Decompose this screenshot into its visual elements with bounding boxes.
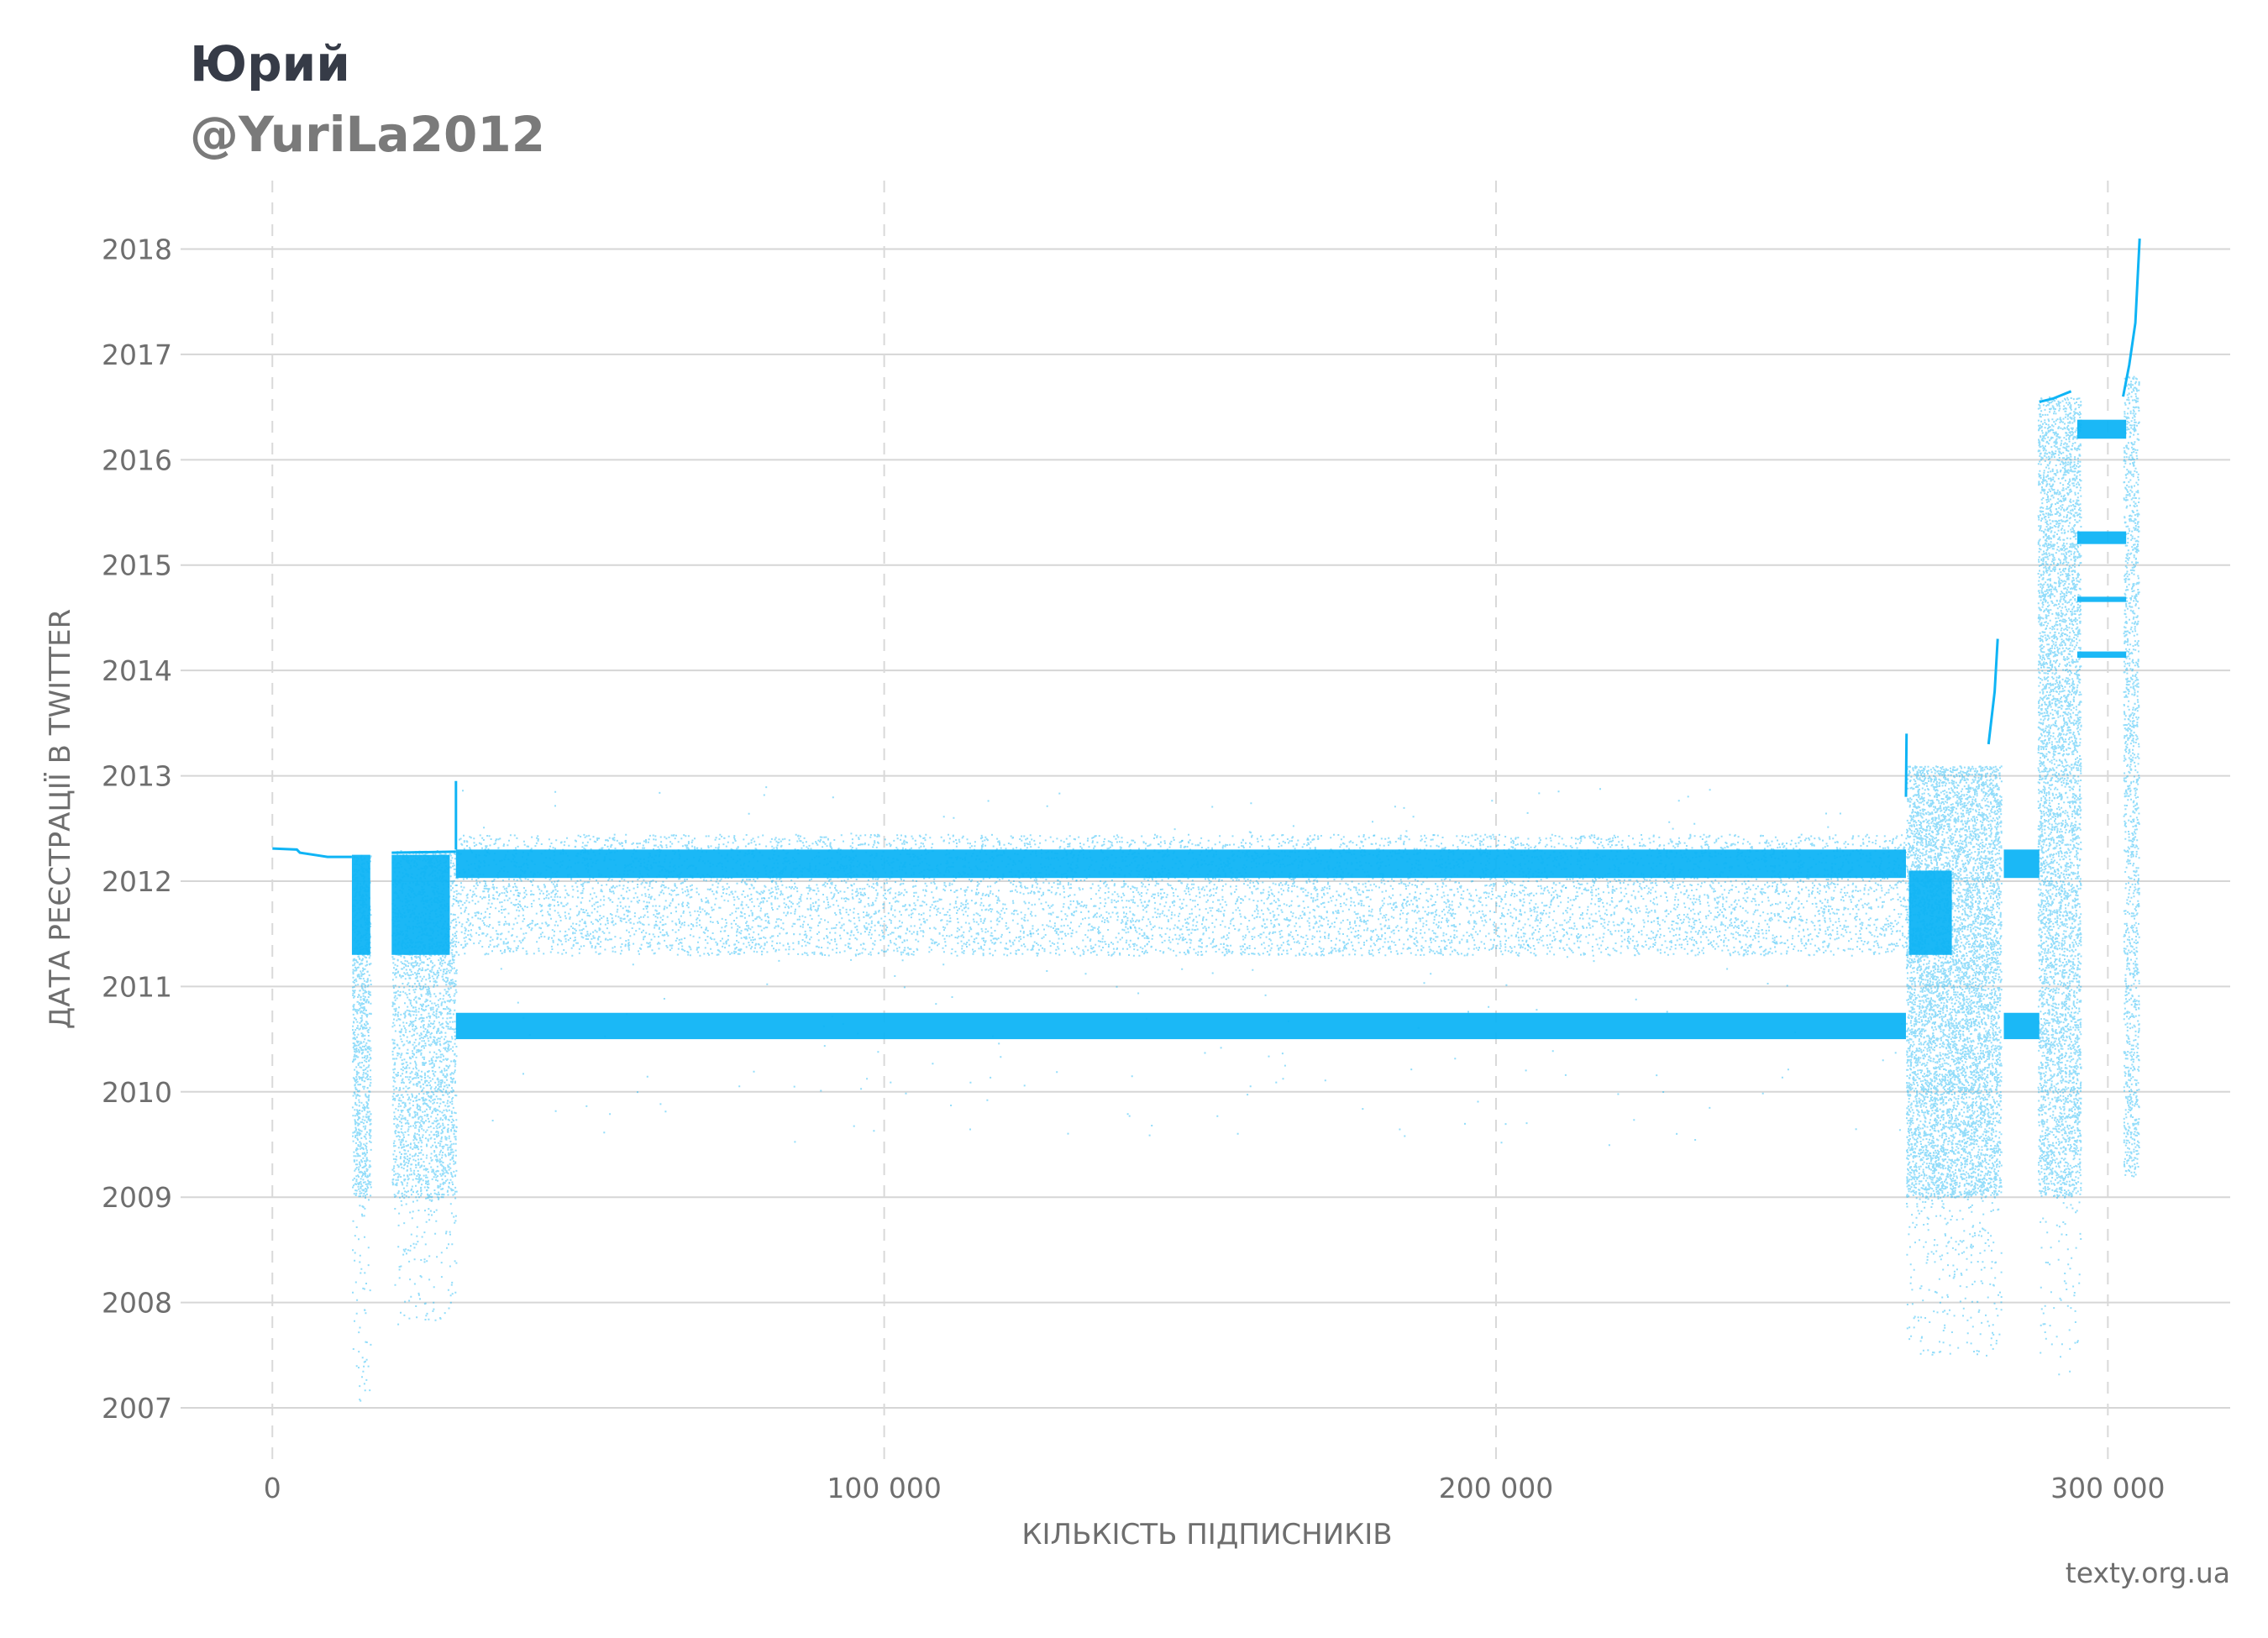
y-tick-label: 2011 bbox=[102, 970, 172, 1003]
dense-band bbox=[2076, 651, 2127, 659]
dense-band bbox=[2076, 419, 2127, 439]
series-curve bbox=[1987, 638, 1999, 745]
chart-title: Юрий bbox=[190, 35, 350, 92]
y-tick-labels: 2007 2008 2009 2010 2011 2012 2013 2014 2015 2016… bbox=[102, 234, 172, 1425]
x-tick-label: 200 000 bbox=[1439, 1472, 1553, 1504]
scatter-points bbox=[352, 1199, 372, 1402]
scatter-points bbox=[455, 833, 1908, 957]
series-curve bbox=[272, 847, 352, 858]
data-curves bbox=[272, 238, 2141, 858]
dense-band bbox=[391, 854, 450, 955]
y-axis-label: ДАТА РЕЄСТРАЦІЇ В TWITTER bbox=[44, 609, 77, 1030]
series-curve bbox=[1904, 733, 1908, 797]
series-curve bbox=[2122, 238, 2141, 397]
y-tick-label: 2015 bbox=[102, 549, 172, 582]
x-tick-label: 300 000 bbox=[2050, 1472, 2165, 1504]
y-tick-label: 2008 bbox=[102, 1287, 172, 1320]
chart-subtitle: @YuriLa2012 bbox=[190, 106, 546, 163]
series-curve bbox=[391, 850, 456, 854]
grid-lines bbox=[181, 181, 2230, 1466]
series-curve bbox=[2039, 390, 2072, 403]
y-tick-label: 2016 bbox=[102, 444, 172, 476]
scatter-points bbox=[1906, 765, 2003, 1200]
source-credit: texty.org.ua bbox=[2065, 1557, 2230, 1589]
y-tick-label: 2009 bbox=[102, 1181, 172, 1214]
dense-band bbox=[1908, 870, 1952, 955]
y-tick-label: 2018 bbox=[102, 234, 172, 266]
x-tick-label: 100 000 bbox=[827, 1472, 941, 1504]
x-tick-labels: 0 100 000 200 000 300 000 bbox=[264, 1472, 2166, 1504]
data-points bbox=[351, 375, 2140, 1402]
dense-band bbox=[351, 854, 370, 955]
dense-band bbox=[2076, 531, 2127, 544]
y-tick-label: 2013 bbox=[102, 760, 172, 793]
y-tick-label: 2012 bbox=[102, 865, 172, 898]
dense-band bbox=[2003, 849, 2040, 879]
y-tick-label: 2010 bbox=[102, 1076, 172, 1109]
x-tick-label: 0 bbox=[264, 1472, 281, 1504]
dense-band bbox=[455, 849, 1906, 879]
scatter-points bbox=[391, 850, 458, 1200]
scatter-points bbox=[394, 1197, 458, 1326]
scatter-points bbox=[1906, 1197, 2003, 1357]
y-tick-label: 2007 bbox=[102, 1392, 172, 1425]
scatter-points bbox=[2123, 375, 2140, 1178]
y-tick-label: 2017 bbox=[102, 339, 172, 371]
dense-band bbox=[2076, 596, 2127, 602]
y-tick-label: 2014 bbox=[102, 654, 172, 687]
scatter-points bbox=[351, 854, 372, 1199]
scatter-points bbox=[2040, 1201, 2082, 1376]
x-axis-label: КІЛЬКІСТЬ ПІДПИСНИКІВ bbox=[1021, 1518, 1392, 1551]
scatter-points bbox=[2037, 396, 2082, 1200]
dense-band bbox=[2003, 1012, 2040, 1040]
dense-band bbox=[455, 1012, 1906, 1040]
